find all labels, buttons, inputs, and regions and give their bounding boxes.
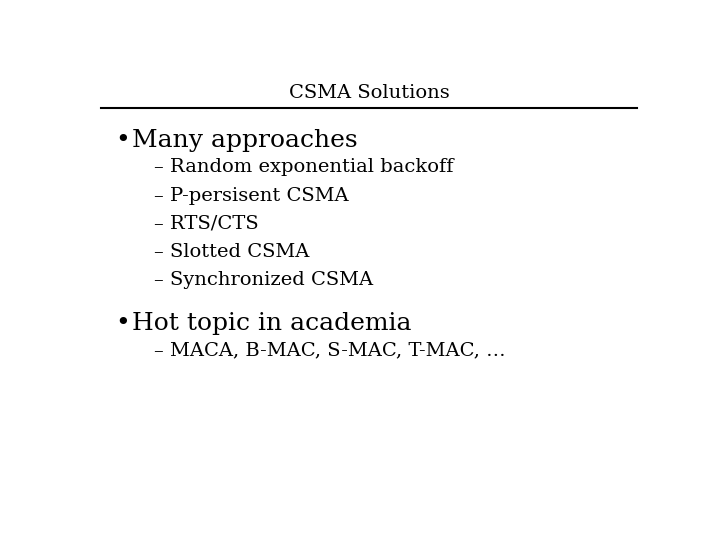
Text: – P-persisent CSMA: – P-persisent CSMA <box>154 187 348 205</box>
Text: Many approaches: Many approaches <box>132 129 357 152</box>
Text: CSMA Solutions: CSMA Solutions <box>289 84 449 102</box>
Text: •: • <box>115 129 130 152</box>
Text: Hot topic in academia: Hot topic in academia <box>132 312 411 335</box>
Text: – MACA, B-MAC, S-MAC, T-MAC, …: – MACA, B-MAC, S-MAC, T-MAC, … <box>154 341 505 359</box>
Text: – Slotted CSMA: – Slotted CSMA <box>154 243 310 261</box>
Text: – RTS/CTS: – RTS/CTS <box>154 215 258 233</box>
Text: – Synchronized CSMA: – Synchronized CSMA <box>154 272 373 289</box>
Text: •: • <box>115 312 130 335</box>
Text: – Random exponential backoff: – Random exponential backoff <box>154 158 454 177</box>
